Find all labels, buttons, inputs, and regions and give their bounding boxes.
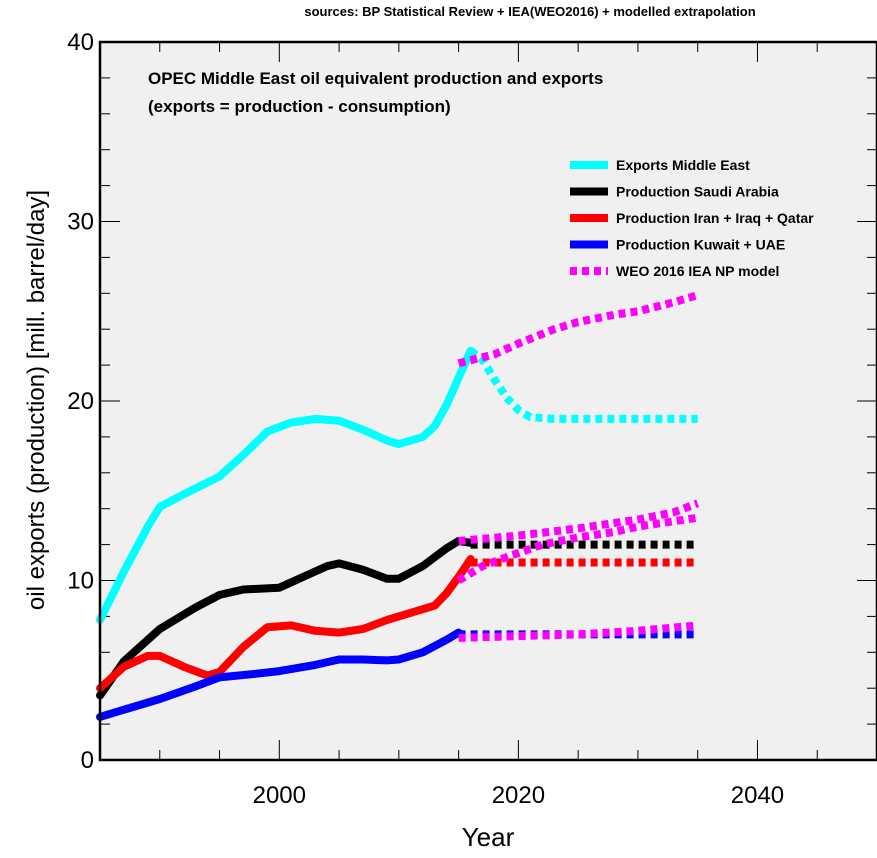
series-line-weo-2016-iea-np-model-iran-iraq-qatar	[456, 513, 699, 584]
legend-label: Production Kuwait + UAE	[616, 237, 785, 253]
series-line-production-kuwait-uae	[96, 628, 463, 721]
series-line-exports-middle-east-extrapolation	[468, 347, 698, 423]
source-note: sources: BP Statistical Review + IEA(WEO…	[304, 4, 755, 19]
plot-area	[100, 42, 877, 760]
legend-label: Production Saudi Arabia	[616, 184, 779, 200]
x-tick-label: 2000	[253, 782, 306, 809]
x-tick-label: 2020	[492, 782, 545, 809]
series-line-production-saudi-arabia	[96, 537, 475, 700]
chart-title-line2: (exports = production - consumption)	[148, 97, 451, 116]
y-tick-label: 40	[67, 29, 94, 56]
legend-label: WEO 2016 IEA NP model	[616, 263, 779, 279]
series-layer	[96, 291, 700, 721]
axis-ticks	[100, 41, 877, 761]
x-axis-label: Year	[462, 822, 515, 852]
legend-label: Exports Middle East	[616, 157, 750, 173]
legend: Exports Middle East Production Saudi Arab…	[570, 157, 814, 279]
legend-label: Production Iran + Iraq + Qatar	[616, 210, 814, 226]
y-tick-label: 20	[67, 388, 94, 415]
y-tick-label: 0	[81, 747, 94, 774]
plot-frame	[98, 40, 877, 762]
axis-tick-labels: 0 10 20 30 40 2000 2020 2040	[67, 29, 784, 809]
y-tick-label: 10	[67, 568, 94, 595]
y-axis-label: oil exports (production) [mill. barrel/d…	[23, 190, 50, 610]
x-tick-label: 2040	[731, 782, 784, 809]
series-line-exports-middle-east	[96, 346, 475, 624]
series-line-weo-2016-iea-np-model-kuwait-uae	[458, 621, 699, 642]
series-line-weo-2016-iea-np-model	[457, 291, 699, 368]
chart-title-line1: OPEC Middle East oil equivalent producti…	[148, 69, 603, 88]
series-line-weo-2016-iea-np-model-saudi-arabia	[458, 499, 700, 545]
y-tick-label: 30	[67, 209, 94, 236]
series-line-production-iran-iraq-qatar	[96, 555, 475, 693]
